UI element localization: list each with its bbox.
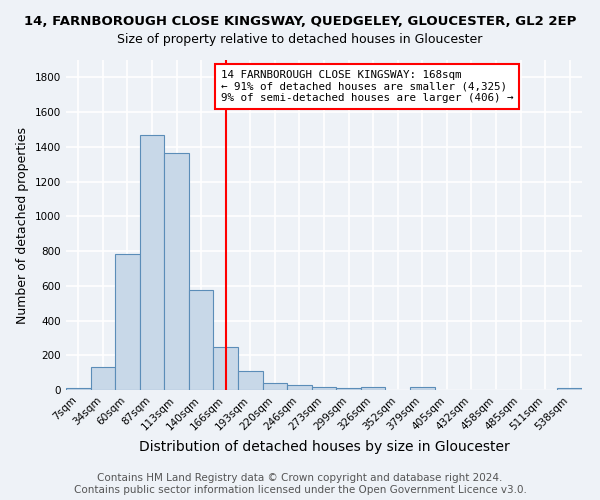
Bar (164, 153, 189, 390)
Text: Contains HM Land Registry data © Crown copyright and database right 2024.
Contai: Contains HM Land Registry data © Crown c… (74, 474, 526, 495)
Bar (91, 366, 115, 390)
Text: 14 FARNBOROUGH CLOSE KINGSWAY: 168sqm
← 91% of detached houses are smaller (4,32: 14 FARNBOROUGH CLOSE KINGSWAY: 168sqm ← … (221, 70, 513, 103)
Bar (140, 134, 164, 390)
Bar (312, 386, 336, 390)
Bar (410, 386, 434, 390)
Bar (238, 371, 263, 390)
Text: Size of property relative to detached houses in Gloucester: Size of property relative to detached ho… (118, 32, 482, 46)
Bar (336, 388, 361, 390)
Bar (214, 348, 238, 390)
Bar (361, 387, 385, 390)
Bar (66, 388, 91, 390)
Bar (287, 385, 312, 390)
Bar (189, 290, 214, 390)
X-axis label: Distribution of detached houses by size in Gloucester: Distribution of detached houses by size … (139, 440, 509, 454)
Text: 14, FARNBOROUGH CLOSE KINGSWAY, QUEDGELEY, GLOUCESTER, GL2 2EP: 14, FARNBOROUGH CLOSE KINGSWAY, QUEDGELE… (24, 15, 576, 28)
Y-axis label: Number of detached properties: Number of detached properties (16, 126, 29, 324)
Bar (557, 388, 582, 390)
Bar (263, 383, 287, 390)
Bar (115, 254, 140, 390)
